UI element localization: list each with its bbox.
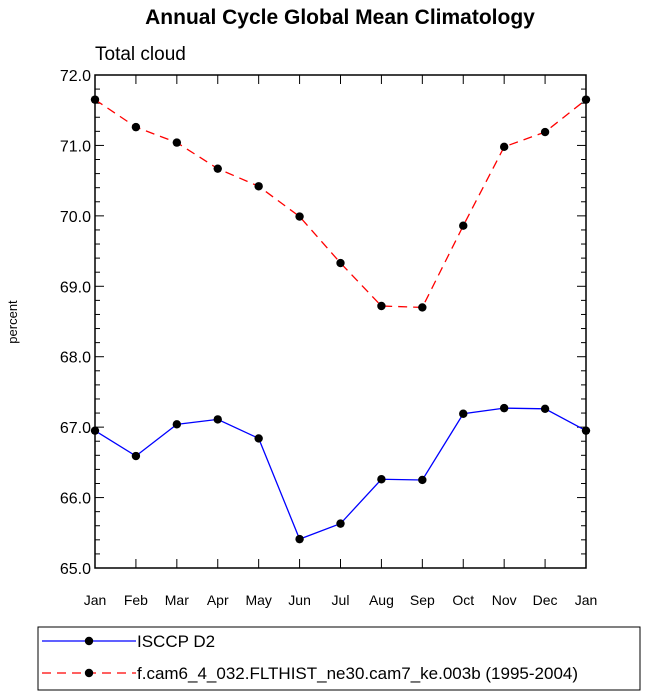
- series-0-point: [540, 404, 550, 414]
- series-1-point: [254, 182, 263, 191]
- y-tick-label: 68.0: [60, 350, 91, 367]
- x-tick-label: Feb: [124, 592, 148, 608]
- x-tick-label: May: [245, 592, 271, 608]
- series-0-point: [172, 420, 182, 429]
- x-tick-label: Jan: [575, 592, 598, 608]
- series-line-1: [94, 99, 587, 309]
- series-1-point: [295, 212, 304, 221]
- series-1-point: [418, 303, 427, 312]
- y-tick-label: 72.0: [60, 68, 91, 85]
- series-0-point: [254, 434, 263, 443]
- series-layer: [90, 95, 591, 544]
- legend-label-model: f.cam6_4_032.FLTHIST_ne30.cam7_ke.003b (…: [137, 664, 578, 683]
- series-1-point: [90, 95, 100, 104]
- series-1-point: [131, 122, 141, 132]
- chart-title: Annual Cycle Global Mean Climatology: [145, 6, 535, 29]
- series-1-point: [213, 164, 222, 173]
- x-tick-label: Sep: [410, 592, 435, 608]
- x-tick-label: Aug: [369, 592, 394, 608]
- legend: ISCCP D2 f.cam6_4_032.FLTHIST_ne30.cam7_…: [37, 626, 641, 691]
- chart-subtitle: Total cloud: [95, 44, 186, 65]
- series-0-point: [581, 426, 591, 435]
- series-1-point: [336, 258, 345, 268]
- y-tick-labels: 65.0 66.0 67.0 68.0 69.0 70.0 71.0 72.0: [60, 68, 91, 578]
- series-0-point: [499, 403, 509, 413]
- series-0-point: [336, 519, 345, 528]
- y-tick-label: 65.0: [60, 561, 91, 578]
- y-tick-label: 69.0: [60, 279, 91, 296]
- y-axis-label: percent: [5, 300, 20, 344]
- x-tick-label: Apr: [207, 592, 229, 608]
- y-tick-label: 70.0: [60, 209, 91, 226]
- series-0-point: [418, 475, 427, 485]
- plot-frame: [94, 74, 587, 569]
- series-1-point: [459, 221, 468, 230]
- legend-marker-isccp: [84, 636, 94, 646]
- y-tick-label: 67.0: [60, 420, 91, 437]
- legend-box: [37, 626, 641, 691]
- legend-label-isccp: ISCCP D2: [137, 632, 215, 651]
- legend-marker-model: [84, 668, 94, 678]
- series-1-point: [499, 142, 509, 152]
- series-1-point: [377, 301, 386, 311]
- series-1-point: [581, 95, 591, 104]
- x-tick-label: Jan: [84, 592, 107, 608]
- x-tick-labels: Jan Feb Mar Apr May Jun Jul Aug Sep Oct Nov Dec Jan: [84, 592, 598, 608]
- series-0-point: [377, 475, 386, 484]
- series-1-point: [172, 138, 182, 147]
- x-tick-label: Nov: [492, 592, 517, 608]
- series-1-point: [540, 127, 550, 137]
- x-tick-label: Jun: [288, 592, 311, 608]
- y-tick-label: 66.0: [60, 491, 91, 508]
- x-tick-label: Jul: [332, 592, 350, 608]
- x-tick-label: Oct: [452, 592, 474, 608]
- axis-ticks: [94, 74, 587, 569]
- series-0-point: [90, 426, 100, 435]
- x-tick-label: Dec: [533, 592, 558, 608]
- series-0-point: [213, 415, 222, 424]
- x-tick-label: Mar: [165, 592, 189, 608]
- series-0-point: [459, 409, 468, 418]
- series-0-point: [131, 451, 141, 461]
- y-tick-label: 71.0: [60, 138, 91, 155]
- series-0-point: [295, 534, 304, 544]
